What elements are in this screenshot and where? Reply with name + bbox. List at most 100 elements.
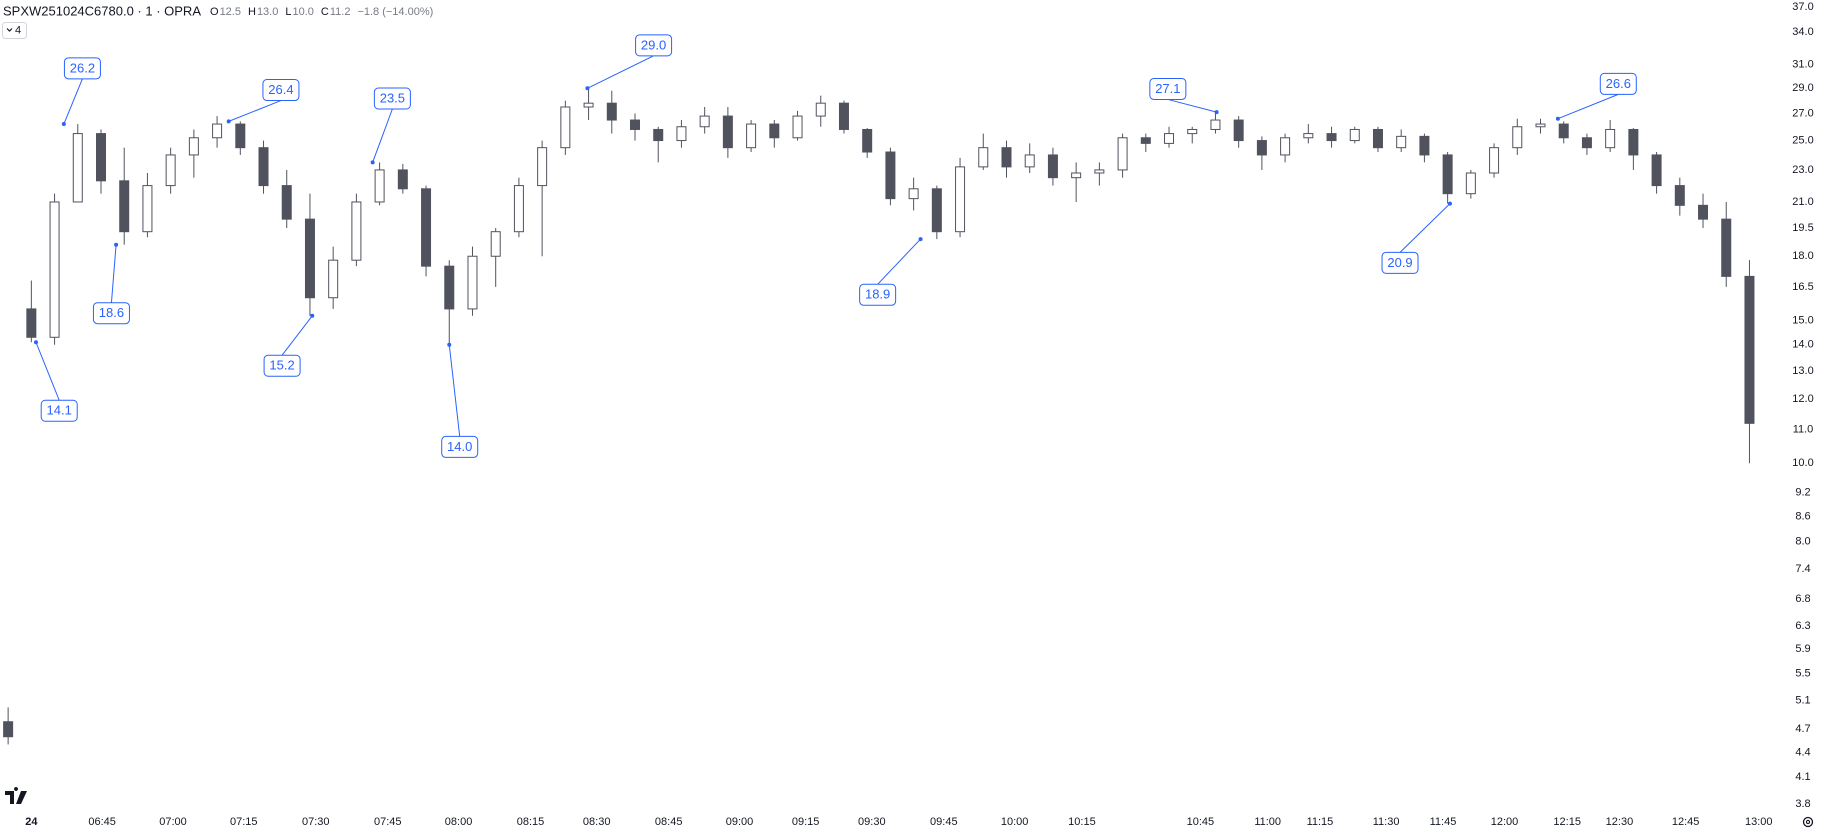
candle-body [1071,172,1082,179]
x-tick-label: 11:30 [1373,816,1400,828]
candle-body [1164,133,1175,144]
x-tick-label: 13:00 [1745,816,1773,828]
candle-body [119,180,130,233]
candle [281,169,292,229]
candle-body [304,218,315,299]
candle [1628,128,1639,170]
candle [537,140,548,257]
annotation: 14.1 [33,340,78,422]
candle [699,106,710,134]
candle-body [212,123,223,139]
annotation-box [263,354,301,377]
annotation-box [92,302,130,325]
annotation-label: 18.9 [865,287,890,302]
candle [26,280,37,343]
settings-icon[interactable] [1802,816,1814,828]
annotation-leader [372,108,393,163]
candle [792,110,803,141]
x-tick-label: 07:45 [374,816,402,828]
candle-body [583,102,594,108]
candle [583,88,594,121]
candle [1187,126,1198,144]
annotation-point [1214,110,1219,115]
candle-body [1349,128,1360,142]
y-tick-label: 23.0 [1792,164,1813,176]
candle [1117,133,1128,178]
candle [119,147,130,245]
y-tick-label: 14.0 [1792,339,1813,351]
candle [1396,129,1407,153]
candle-body [513,185,524,233]
y-tick-label: 7.4 [1795,563,1810,575]
candle-body [95,133,106,182]
indicator-count: 4 [15,24,21,36]
candle-body [1581,137,1592,149]
candle-body [258,147,269,187]
indicator-toggle[interactable]: 4 [2,22,27,39]
candle-body [1628,128,1639,156]
y-tick-label: 29.0 [1792,82,1813,94]
candle [467,246,478,316]
candle-body [1605,128,1616,149]
indicator-box[interactable] [2,22,27,39]
tv-logo[interactable] [5,787,27,804]
y-tick-label: 18.0 [1792,250,1813,262]
header: SPXW251024C6780.0 · 1 · OPRA O 12.5 H 13.0 L… [2,3,433,39]
annotation-label: 14.0 [447,439,472,454]
ohlc-legend: O 12.5 H 13.0 L 10.0 C 11.2 −1.8 (−14.00%) [210,6,433,18]
candle [560,100,571,155]
y-tick-label: 5.5 [1795,668,1810,680]
candle-body [1187,128,1198,135]
y-tick-label: 15.0 [1792,314,1813,326]
candle-body [1744,275,1755,424]
annotation-box [441,435,479,458]
y-tick-label: 12.0 [1792,393,1813,405]
annotation-point [585,86,590,91]
ohlc-label: O [210,6,219,18]
candle-body [862,128,873,153]
y-tick-label: 27.0 [1792,107,1813,119]
candle-body [885,151,896,200]
candle-body [1094,169,1105,174]
candle-body [1140,137,1151,144]
annotation-leader [228,100,282,122]
ohlc-value: 10.0 [292,6,313,18]
x-tick-label: 09:00 [726,816,754,828]
candle-body [1280,137,1291,156]
candle-body [467,255,478,310]
annotation-point [1447,201,1452,206]
candle-body [978,147,989,168]
candle [1303,124,1314,144]
price-change: −1.8 (−14.00%) [357,6,433,18]
candle-body [1233,119,1244,142]
annotation-leader [281,315,313,356]
x-tick-label: 10:15 [1068,816,1096,828]
logo-mark [5,787,27,804]
candle [1256,136,1267,170]
y-tick-label: 4.7 [1795,723,1810,735]
candle-body [1698,204,1709,220]
candle [1419,133,1430,163]
candle-body [931,188,942,233]
candle [1489,143,1500,178]
x-tick-label: 09:30 [858,816,886,828]
annotation-leader [448,344,461,437]
candle-body [26,308,37,338]
candle [3,707,14,745]
candle-body [1303,133,1314,139]
x-tick-label: 12:30 [1606,816,1634,828]
candle [235,121,246,155]
annotation-leader [1167,98,1217,113]
y-tick-label: 4.4 [1795,746,1810,758]
candle-body [397,169,408,190]
candle [1071,162,1082,202]
annotation: 18.6 [92,242,130,325]
x-tick-label: 11:00 [1254,816,1281,828]
annotation-box [373,87,411,110]
candle [421,185,432,277]
candle-body [1651,154,1662,187]
candle-body [1210,119,1221,130]
candle [1280,133,1291,163]
candle-body [328,259,339,299]
candle [1651,152,1662,194]
